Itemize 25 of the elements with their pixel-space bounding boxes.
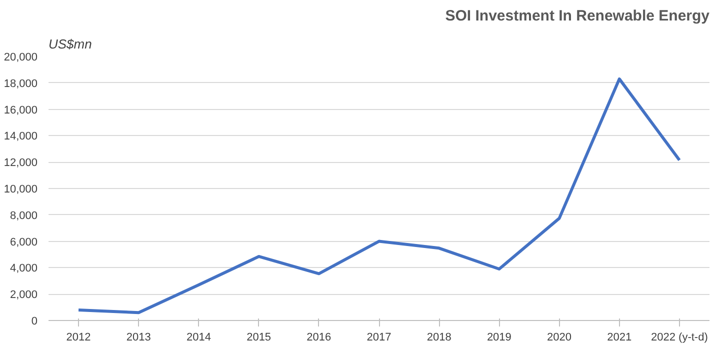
y-tick-label: 14,000	[4, 130, 38, 143]
y-tick-label: 20,000	[4, 52, 38, 64]
y-tick-label: 10,000	[4, 184, 38, 196]
x-tick-label: 2021	[607, 332, 632, 344]
x-tick-label: 2015	[246, 332, 272, 344]
x-tick-label: 2014	[186, 332, 211, 344]
y-tick-label: 8,000	[10, 210, 38, 222]
y-tick-label: 2,000	[10, 289, 38, 302]
x-tick-label: 2022 (y-t-d)	[651, 332, 708, 344]
y-tick-label: 18,000	[4, 78, 38, 90]
x-tick-label: 2020	[547, 332, 572, 344]
x-tick-label: 2018	[426, 332, 452, 344]
y-tick-label: 12,000	[4, 157, 38, 170]
y-axis-title: US$mn	[48, 36, 92, 52]
x-tick-label: 2017	[366, 332, 392, 344]
x-tick-label: 2012	[66, 332, 91, 344]
x-tick-label: 2016	[306, 332, 332, 344]
chart-title: SOI Investment In Renewable Energy	[445, 8, 710, 24]
line-series	[77, 77, 681, 314]
x-tick-label: 2013	[126, 332, 151, 344]
y-tick-label: 6,000	[10, 236, 38, 248]
y-tick-label: 4,000	[10, 262, 38, 275]
y-tick-label: 0	[31, 316, 38, 328]
x-tick-label: 2019	[486, 332, 512, 344]
y-tick-label: 16,000	[4, 104, 38, 116]
